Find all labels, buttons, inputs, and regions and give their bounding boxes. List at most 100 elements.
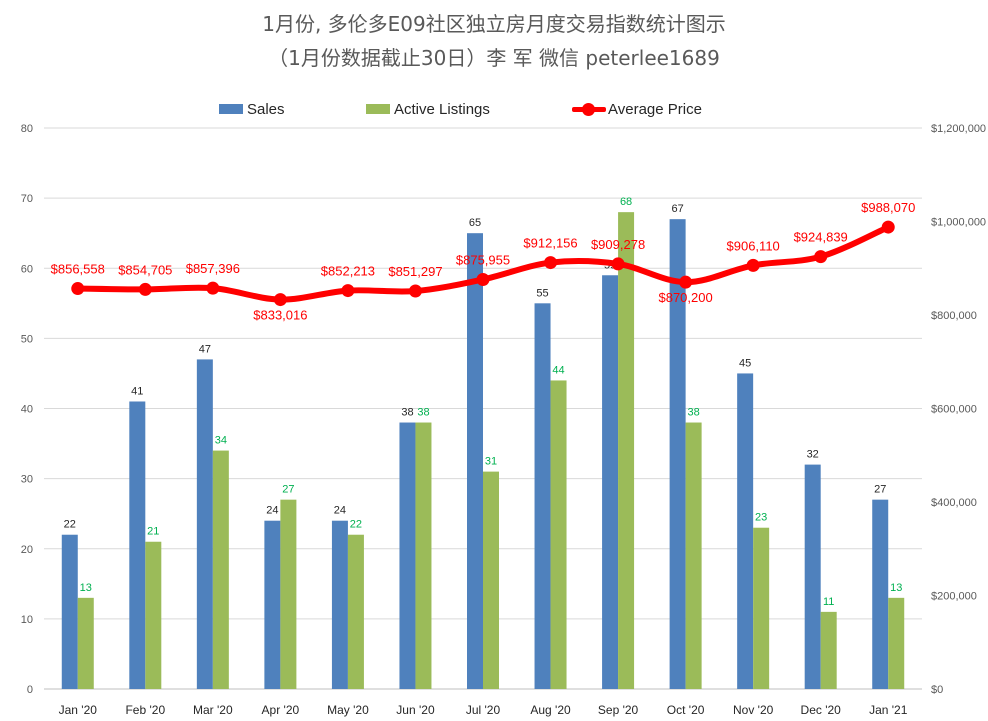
bar-sales — [331, 520, 348, 689]
bar-label-active-listings: 22 — [350, 519, 362, 531]
bar-active-listings — [77, 597, 94, 689]
legend-active-listings: Active Listings — [366, 98, 490, 120]
bar-label-sales: 27 — [874, 484, 886, 496]
bar-label-active-listings: 34 — [215, 435, 227, 447]
bar-label-sales: 67 — [671, 203, 683, 215]
right-axis-tick-label: $400,000 — [931, 497, 977, 509]
legend-average-price: Average Price — [572, 98, 702, 120]
bar-active-listings — [347, 534, 364, 689]
bar-sales — [872, 499, 889, 689]
right-axis-tick-label: $1,000,000 — [931, 217, 986, 229]
bar-label-sales: 45 — [739, 357, 751, 369]
bar-active-listings — [145, 541, 162, 689]
bar-active-listings — [483, 471, 499, 689]
left-axis-tick-label: 60 — [21, 263, 33, 275]
right-axis-tick-label: $800,000 — [931, 310, 977, 322]
bar-label-active-listings: 13 — [890, 582, 902, 594]
average-price-point — [341, 284, 355, 298]
average-price-point — [138, 282, 152, 296]
bar-label-active-listings: 23 — [755, 512, 767, 524]
average-price-point — [408, 284, 422, 298]
bar-label-sales: 41 — [131, 385, 143, 397]
legend-active-listings-label: Active Listings — [394, 100, 490, 118]
left-axis-tick-label: 80 — [21, 123, 33, 135]
average-price-label: $857,396 — [186, 261, 240, 276]
average-price-label: $912,156 — [523, 236, 577, 251]
left-axis-tick-label: 20 — [21, 544, 33, 556]
right-axis-tick-label: $1,200,000 — [931, 123, 986, 135]
x-axis-tick-label: Jan '20 — [59, 703, 98, 717]
average-price-label: $909,278 — [591, 237, 645, 252]
left-axis-tick-label: 30 — [21, 474, 33, 486]
x-axis-tick-label: Dec '20 — [801, 703, 842, 717]
bar-label-active-listings: 44 — [552, 364, 564, 376]
bar-label-sales: 38 — [401, 407, 413, 419]
x-axis-tick-label: Jul '20 — [466, 703, 501, 717]
bar-sales — [467, 233, 483, 689]
bar-label-sales: 65 — [469, 217, 481, 229]
average-price-point — [206, 281, 220, 295]
x-axis-tick-label: Apr '20 — [262, 703, 300, 717]
bar-sales — [534, 303, 551, 689]
bar-label-active-listings: 11 — [823, 596, 834, 608]
legend-sales: Sales — [219, 98, 285, 120]
bar-active-listings — [280, 499, 297, 689]
bar-label-sales: 32 — [807, 449, 819, 461]
x-axis-tick-label: Mar '20 — [193, 703, 233, 717]
legend-average-price-swatch — [572, 103, 606, 116]
bar-label-active-listings: 38 — [687, 407, 699, 419]
average-price-point — [476, 272, 490, 286]
legend-average-price-label: Average Price — [608, 100, 702, 118]
x-axis-tick-label: Nov '20 — [733, 703, 774, 717]
bar-label-sales: 24 — [266, 505, 278, 517]
average-price-label: $875,955 — [456, 252, 510, 267]
bar-label-active-listings: 68 — [620, 196, 632, 208]
bar-label-sales: 55 — [536, 287, 548, 299]
average-price-label: $924,839 — [794, 230, 848, 245]
bar-active-listings — [820, 611, 837, 689]
bar-label-active-listings: 27 — [282, 484, 294, 496]
bar-active-listings — [685, 422, 702, 689]
average-price-label: $906,110 — [727, 238, 780, 253]
bar-label-active-listings: 31 — [485, 456, 497, 468]
left-axis-tick-label: 50 — [21, 333, 33, 345]
bar-label-active-listings: 38 — [417, 407, 429, 419]
bar-label-sales: 22 — [64, 519, 76, 531]
bar-active-listings — [753, 527, 770, 689]
average-price-label: $856,558 — [51, 262, 105, 277]
chart-title: 1月份, 多伦多E09社区独立房月度交易指数统计图示 — [262, 12, 726, 36]
average-price-label: $854,705 — [118, 262, 172, 277]
bar-sales — [196, 359, 213, 689]
bar-sales — [264, 520, 281, 689]
legend-sales-swatch — [219, 104, 243, 114]
average-price-label: $870,200 — [658, 290, 712, 305]
bar-sales — [669, 219, 686, 689]
average-price-label: $852,213 — [321, 264, 375, 279]
bar-label-sales: 24 — [334, 505, 346, 517]
chart-subtitle: （1月份数据截止30日）李 军 微信 peterlee1689 — [268, 46, 720, 70]
bar-sales — [399, 422, 416, 689]
x-axis-tick-label: Sep '20 — [598, 703, 639, 717]
legend-active-listings-swatch — [366, 104, 390, 114]
bar-label-active-listings: 13 — [80, 582, 92, 594]
bar-label-active-listings: 21 — [147, 526, 159, 538]
right-axis-tick-label: $200,000 — [931, 591, 977, 603]
x-axis-tick-label: Feb '20 — [125, 703, 165, 717]
x-axis-tick-label: Oct '20 — [667, 703, 705, 717]
left-axis-tick-label: 70 — [21, 193, 33, 205]
legend-sales-label: Sales — [247, 100, 285, 118]
average-price-point — [611, 257, 625, 271]
left-axis-tick-label: 0 — [27, 684, 33, 696]
average-price-point — [679, 275, 693, 289]
average-price-point — [71, 282, 85, 296]
right-axis-tick-label: $0 — [931, 684, 943, 696]
bar-active-listings — [212, 450, 229, 689]
bar-label-sales: 47 — [199, 343, 211, 355]
x-axis-tick-label: Jan '21 — [869, 703, 908, 717]
average-price-label: $851,297 — [388, 264, 442, 279]
average-price-point — [814, 250, 828, 264]
x-axis-tick-label: Jun '20 — [396, 703, 435, 717]
left-axis-tick-label: 10 — [21, 614, 33, 626]
bar-active-listings — [550, 380, 567, 689]
